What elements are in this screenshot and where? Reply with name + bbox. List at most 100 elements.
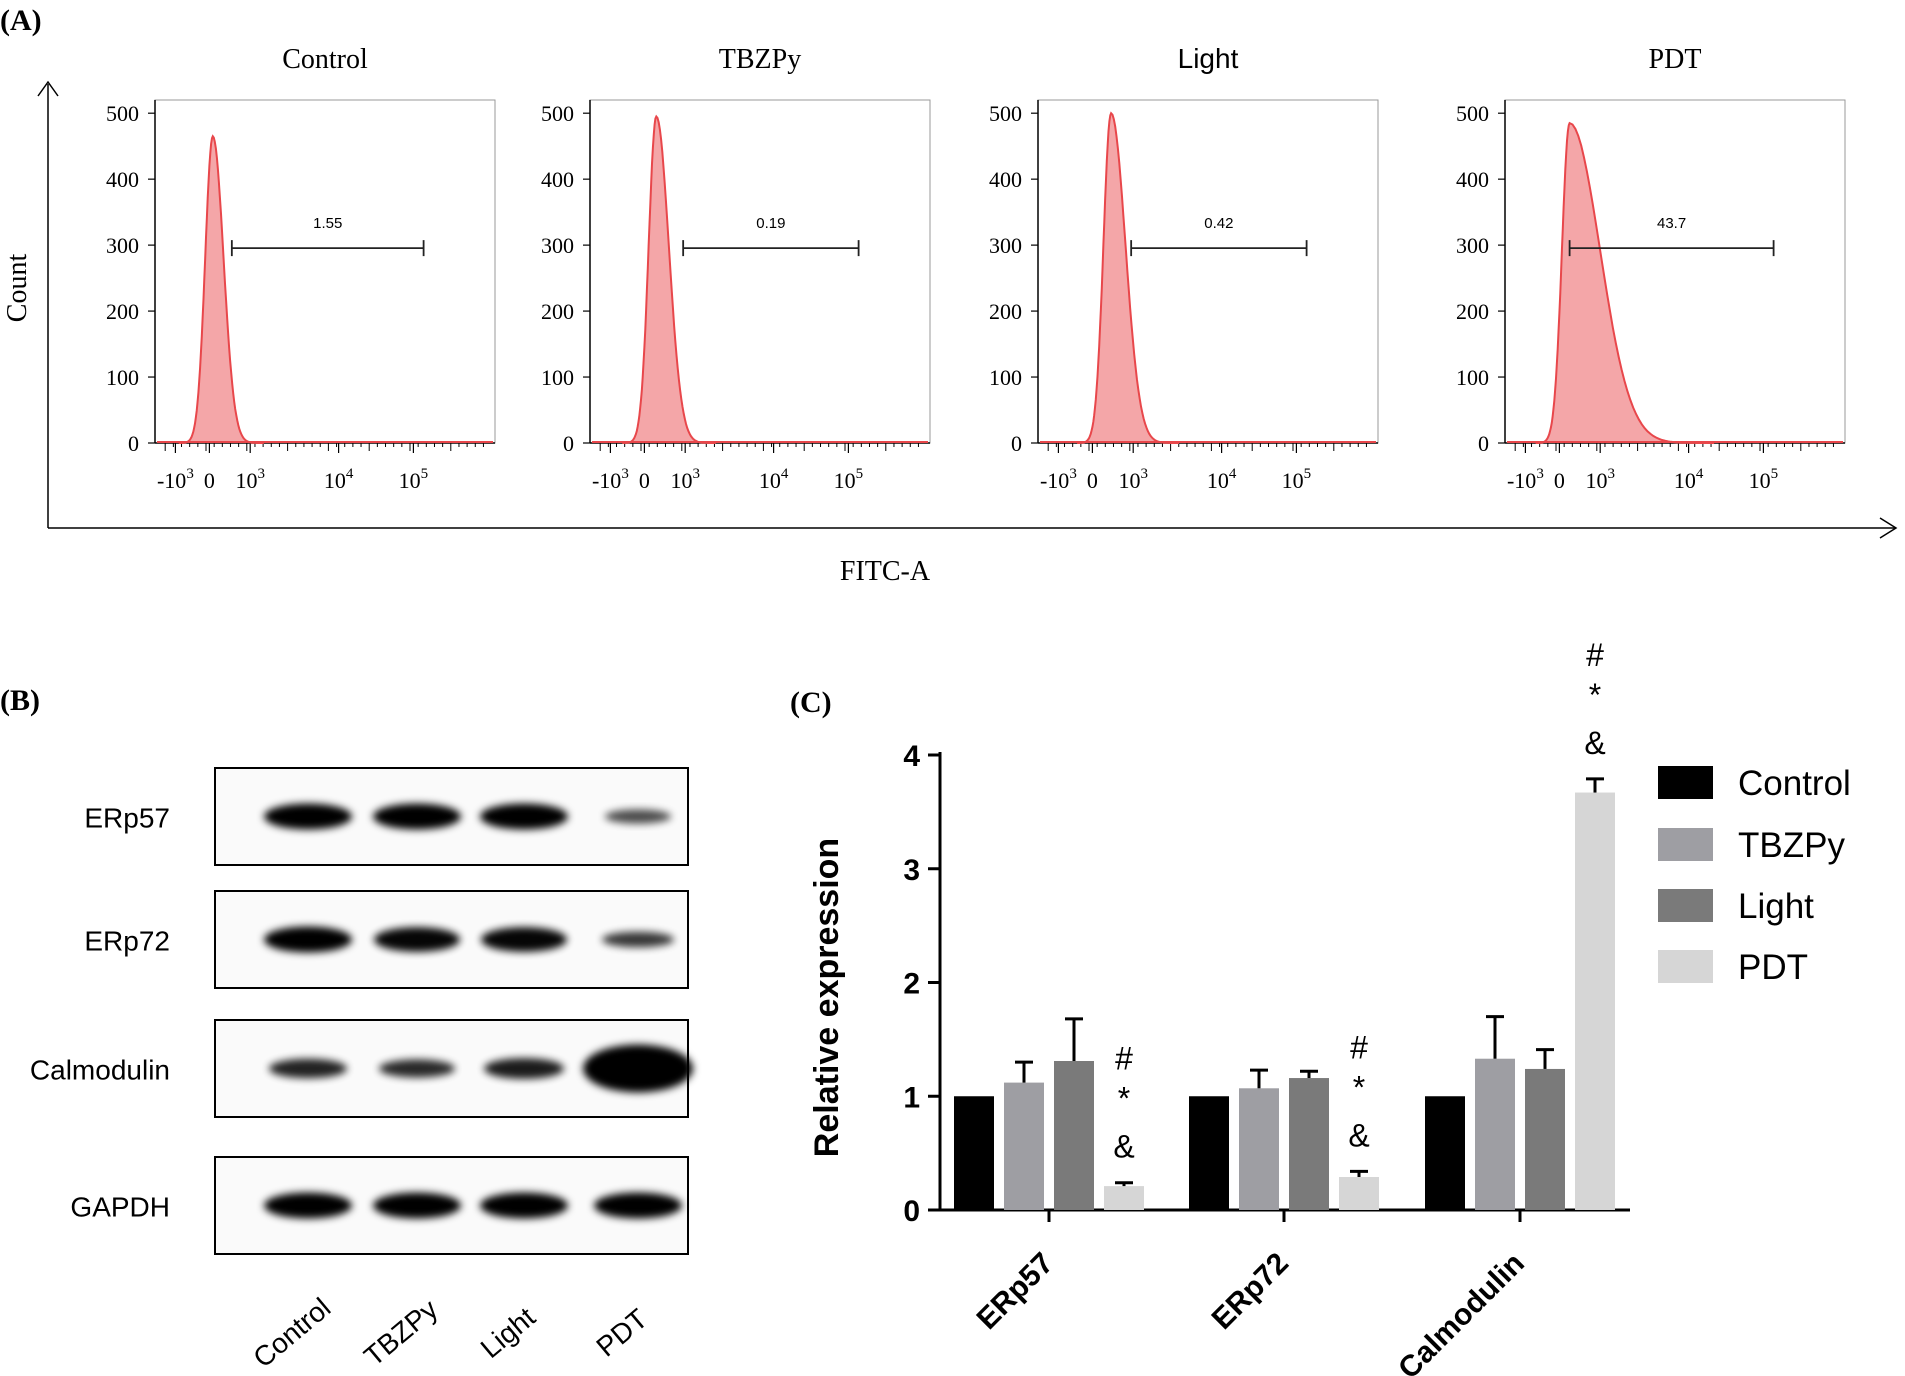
flow-y-tick-label: 0 (1478, 431, 1489, 456)
bar (1289, 1078, 1329, 1210)
flow-y-tick-label: 400 (541, 167, 574, 192)
flow-x-tick-label: 103 (1585, 466, 1615, 493)
flow-y-axis-label: Count (2, 254, 33, 323)
flow-x-tick-base: 10 (235, 468, 257, 493)
blot-band (264, 926, 352, 953)
flow-y-tick-label: 500 (106, 101, 139, 126)
flow-x-tick-base: 0 (204, 468, 215, 493)
significance-mark: * (1353, 1069, 1365, 1105)
bar-chart: Relative expression 0 1 2 3 4 ERp57 ERp72 Calmod… (808, 637, 1851, 1376)
flow-x-tick-base: 10 (1282, 468, 1304, 493)
flow-y-tick-label: 500 (541, 101, 574, 126)
flow-y-tick-label: 500 (989, 101, 1022, 126)
flow-y-tick-label: 0 (563, 431, 574, 456)
bar (1104, 1186, 1144, 1210)
bar (954, 1096, 994, 1210)
flow-x-tick-exponent: 3 (1069, 466, 1077, 482)
blot-band (268, 1058, 348, 1079)
blot-row: GAPDH (70, 1156, 689, 1255)
bar (1339, 1177, 1379, 1210)
flow-plot-frame (1037, 99, 1379, 444)
flow-y-tick-label: 200 (106, 299, 139, 324)
flow-panel-title: Control (282, 44, 368, 75)
x-tick-label: ERp72 (1206, 1247, 1295, 1336)
flow-x-tick-base: -10 (1507, 468, 1536, 493)
flow-y-tick-label: 400 (106, 167, 139, 192)
flow-x-tick-exponent: 4 (1229, 466, 1237, 482)
significance-mark: & (1113, 1129, 1134, 1165)
flow-x-tick-base: 10 (759, 468, 781, 493)
flow-x-tick-label: 104 (759, 466, 789, 493)
panel-label-a: (A) (0, 4, 42, 37)
flow-y-tick-label: 100 (106, 365, 139, 390)
y-tick-label: 2 (903, 968, 920, 1001)
significance-mark: * (1118, 1081, 1130, 1117)
bar (1525, 1068, 1565, 1210)
blot-band (583, 1044, 693, 1093)
y-tick-label: 4 (903, 740, 920, 773)
flow-x-tick-base: 0 (639, 468, 650, 493)
y-tick-label: 1 (903, 1081, 920, 1114)
flow-y-tick-label: 300 (106, 233, 139, 258)
flow-outer-axes (37, 80, 1898, 539)
legend-swatch (1658, 889, 1713, 922)
flow-panel-title: TBZPy (719, 44, 801, 75)
blot-band (373, 927, 461, 952)
flow-x-tick-exponent: 3 (257, 466, 265, 482)
flow-gate-value: 0.42 (1204, 215, 1233, 232)
blot-row-label: ERp72 (84, 926, 170, 957)
blot-row-label: Calmodulin (30, 1055, 170, 1086)
flow-x-axis-label: FITC-A (840, 556, 931, 587)
flow-x-tick-label: -103 (1040, 466, 1077, 493)
bar (1004, 1082, 1044, 1210)
legend-swatch (1658, 950, 1713, 983)
flow-histogram-fill (622, 116, 716, 443)
blot-row-label: GAPDH (70, 1192, 170, 1223)
flow-gate-value: 1.55 (313, 215, 342, 232)
flow-x-tick-base: 10 (1674, 468, 1696, 493)
flow-panel-title: Light (1178, 43, 1239, 74)
flow-x-tick-label: 104 (1674, 466, 1704, 493)
blot-row-label: ERp57 (84, 803, 170, 834)
blot-row: ERp72 (84, 890, 689, 989)
flow-x-tick-label: 103 (235, 466, 265, 493)
legend-swatch (1658, 766, 1713, 799)
flow-x-tick-exponent: 3 (1536, 466, 1544, 482)
flow-y-tick-label: 200 (1456, 299, 1489, 324)
flow-x-tick-exponent: 3 (186, 466, 194, 482)
flow-histogram-fill (1535, 123, 1715, 443)
bar (1475, 1058, 1515, 1210)
x-tick-label: ERp57 (971, 1247, 1060, 1336)
flow-x-tick-label: 104 (1207, 466, 1237, 493)
flow-x-tick-label: 0 (639, 468, 650, 493)
flow-histogram-fill (1077, 113, 1180, 443)
blot-band (483, 1058, 565, 1079)
blot-band (480, 1192, 568, 1219)
flow-histogram-fill (178, 136, 264, 444)
flow-x-tick-base: -10 (1040, 468, 1069, 493)
blot-band (601, 931, 675, 948)
legend-swatch (1658, 828, 1713, 861)
flow-gate-value: 0.19 (756, 215, 785, 232)
flow-x-tick-base: 10 (834, 468, 856, 493)
flow-x-tick-base: 10 (1585, 468, 1607, 493)
blot-band (594, 1192, 682, 1219)
panel-label-c: (C) (790, 686, 832, 719)
blot-band (264, 803, 352, 830)
flow-x-tick-label: 0 (1087, 468, 1098, 493)
blot-lane-label: Light (475, 1301, 542, 1364)
flow-x-tick-base: 10 (1207, 468, 1229, 493)
bar (1054, 1060, 1094, 1210)
y-axis-label: Relative expression (808, 838, 846, 1157)
flow-x-tick-base: 0 (1554, 468, 1565, 493)
flow-y-tick-label: 300 (541, 233, 574, 258)
flow-x-tick-exponent: 3 (1140, 466, 1148, 482)
panel-label-b: (B) (0, 684, 40, 717)
flow-x-tick-base: 0 (1087, 468, 1098, 493)
flow-x-tick-exponent: 5 (1771, 466, 1779, 482)
bar (1575, 792, 1615, 1210)
